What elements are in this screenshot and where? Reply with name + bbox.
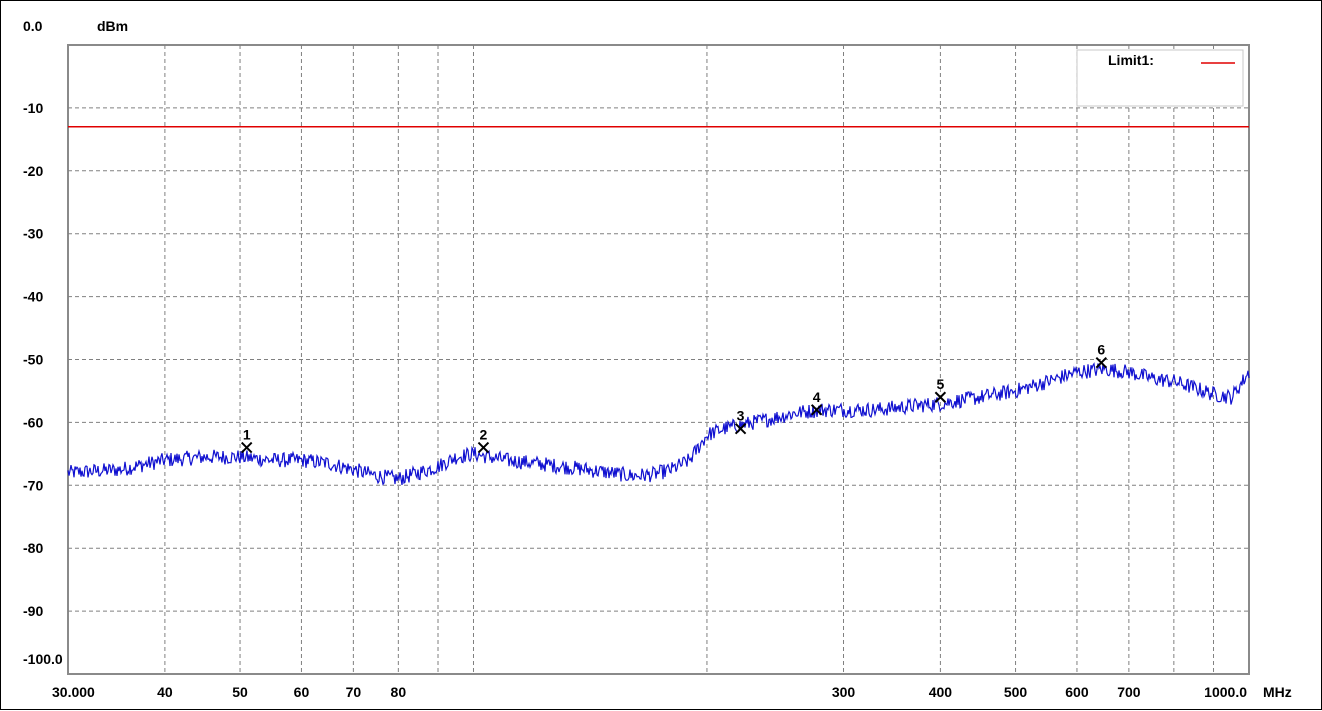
marker-label: 2 <box>480 427 488 443</box>
marker-2: 2 <box>477 427 490 454</box>
x-tick-label: 700 <box>1117 684 1141 700</box>
y-axis-unit-label: dBm <box>97 18 128 34</box>
x-tick-label: 400 <box>929 684 953 700</box>
marker-cross <box>1095 356 1108 369</box>
y-tick-label: 0.0 <box>23 18 43 34</box>
x-tick-label: 600 <box>1065 684 1089 700</box>
x-tick-label: 40 <box>157 684 173 700</box>
y-tick-label: -80 <box>23 540 43 556</box>
marker-cross <box>934 391 947 403</box>
marker-5: 5 <box>934 376 947 403</box>
marker-cross <box>734 422 747 435</box>
marker-3: 3 <box>734 408 747 435</box>
x-tick-label: 300 <box>832 684 856 700</box>
marker-4: 4 <box>810 389 823 416</box>
y-tick-label: -40 <box>23 289 43 305</box>
grid <box>68 45 1249 674</box>
marker-cross <box>810 404 823 416</box>
marker-1: 1 <box>241 427 253 454</box>
y-axis-ticks: 0.0 -10 -20 -30 -40 -50 -60 -70 -80 -90 -100.0 <box>23 18 63 667</box>
y-tick-label: -90 <box>23 603 43 619</box>
marker-cross <box>477 441 490 454</box>
y-tick-label: -30 <box>23 226 43 242</box>
x-tick-label: 80 <box>391 684 407 700</box>
x-axis-ticks: 30.000 40 50 60 70 80 300 400 500 600 700 1000.0 <box>52 684 1247 700</box>
legend: Limit1: <box>1076 49 1244 107</box>
x-tick-label: 500 <box>1004 684 1028 700</box>
marker-label: 1 <box>243 427 251 443</box>
x-tick-label: 30.000 <box>52 684 95 700</box>
marker-label: 5 <box>936 376 944 392</box>
marker-6: 6 <box>1095 342 1108 369</box>
x-tick-label: 60 <box>294 684 310 700</box>
x-axis-unit-label: MHz <box>1263 684 1292 700</box>
marker-label: 6 <box>1097 342 1105 358</box>
markers: 1 2 3 4 5 6 <box>241 342 1108 454</box>
x-tick-label: 1000.0 <box>1204 684 1247 700</box>
y-tick-label: -50 <box>23 352 43 368</box>
legend-label: Limit1: <box>1108 52 1154 68</box>
marker-label: 4 <box>813 389 821 405</box>
marker-label: 3 <box>737 408 745 424</box>
y-tick-label: -70 <box>23 477 43 493</box>
y-tick-label: -100.0 <box>23 651 63 667</box>
legend-box <box>1076 49 1244 107</box>
y-tick-label: -20 <box>23 163 43 179</box>
x-tick-label: 50 <box>232 684 248 700</box>
y-tick-label: -10 <box>23 100 43 116</box>
x-tick-label: 70 <box>346 684 362 700</box>
spectrum-trace <box>67 362 1250 486</box>
y-tick-label: -60 <box>23 414 43 430</box>
marker-cross <box>241 441 253 454</box>
